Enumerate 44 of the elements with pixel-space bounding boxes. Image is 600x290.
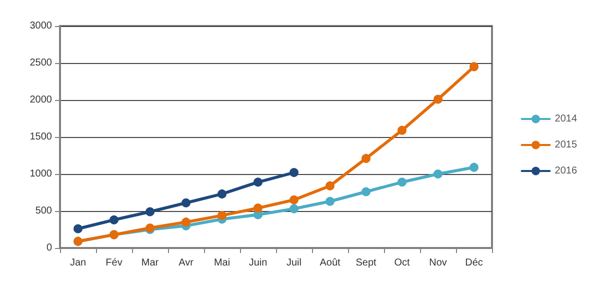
x-tick-label: Juil (286, 258, 302, 268)
x-tick-label: Mar (141, 258, 160, 268)
x-tick-label: Sept (356, 258, 377, 268)
point (434, 94, 442, 104)
x-tick-label: Avr (178, 258, 194, 268)
point (398, 126, 406, 135)
x-tick-label: Fév (106, 258, 122, 268)
y-tick-label: 1000 (30, 168, 52, 180)
point (182, 198, 190, 208)
y-tick-label: 2000 (30, 94, 52, 106)
point (254, 178, 262, 187)
y-tick-label: 0 (46, 242, 52, 254)
point (470, 62, 478, 72)
point (110, 215, 118, 224)
x-tick-label: Nov (429, 258, 447, 268)
x-tick-label: Août (320, 258, 341, 268)
point (254, 204, 262, 213)
point (326, 196, 334, 206)
y-tick-label: 2500 (30, 58, 52, 68)
point (362, 187, 370, 196)
point (362, 154, 370, 163)
point (146, 207, 154, 216)
point (74, 224, 82, 234)
x-tick-label: Jan (70, 258, 86, 268)
legend-label: 2016 (554, 166, 578, 176)
y-tick-label: 1500 (30, 132, 52, 142)
point (290, 168, 298, 178)
point (470, 162, 478, 172)
y-tick-label: 500 (35, 206, 52, 216)
point (290, 204, 298, 214)
point (290, 195, 298, 204)
legend-label: 2015 (554, 140, 578, 150)
x-tick-label: Juin (248, 258, 268, 268)
point (398, 178, 406, 187)
x-tick-label: Déc (465, 258, 483, 268)
point (434, 170, 442, 178)
point (182, 218, 190, 227)
point (218, 210, 226, 220)
point (218, 189, 226, 198)
x-tick-label: Mai (214, 258, 230, 268)
point (326, 181, 334, 190)
y-tick-label: 3000 (30, 20, 52, 32)
legend-label: 2014 (554, 114, 578, 124)
x-tick-label: Oct (394, 258, 410, 268)
